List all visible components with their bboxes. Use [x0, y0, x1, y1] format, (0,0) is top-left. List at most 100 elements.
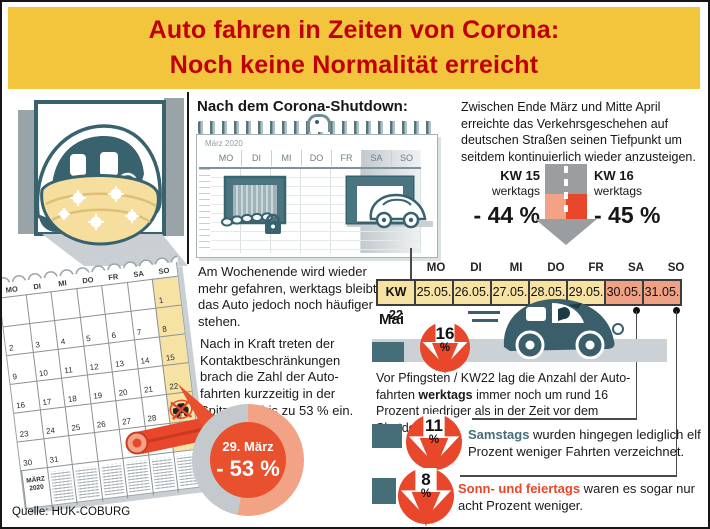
header-title-line1: Auto fahren in Zeiten von Corona:	[148, 15, 560, 44]
calendar-date-cell: 8	[155, 304, 185, 337]
stat8-lead: Sonn- und feiertags	[458, 481, 581, 496]
connector-planner-table	[410, 248, 412, 281]
stat-badge-11-percent: 11%	[406, 414, 462, 473]
planner-day-label: SA	[361, 150, 391, 166]
stat11-text: Samstags wurden hingegen lediglich elf P…	[468, 426, 706, 460]
donut-date-label: 29. März	[222, 438, 274, 454]
calendar-date-cell: 19	[86, 371, 116, 404]
stat16-bold: werktags	[418, 387, 473, 402]
calendar-date-number: 16	[15, 400, 26, 411]
calendar-date-number: 7	[136, 327, 142, 338]
calendar-date-cell: 3	[28, 320, 58, 353]
connector-dot-sunday	[673, 307, 680, 314]
planner-day-header: MO DI MI DO FR SA SO	[211, 150, 421, 166]
calendar-date-cell	[101, 281, 131, 314]
donut-value-label: - 53 %	[216, 455, 280, 481]
table-day-header: FR	[588, 262, 604, 274]
paragraph-weekend: Am Wochenende wird wieder mehr gefahren,…	[198, 264, 377, 329]
week-planner-illustration: März 2020 MO DI MI DO FR SA SO	[196, 114, 438, 258]
table-day-header: SA	[628, 262, 644, 274]
stat8-post: waren es sogar nur acht Prozent weniger.	[458, 481, 695, 514]
calendar-date-cell: 10	[32, 348, 62, 381]
connector-line-sunday-v	[675, 311, 677, 476]
planner-header-rule	[199, 167, 421, 169]
badge11-unit: %	[428, 433, 440, 446]
calendar-date-cell	[68, 432, 98, 465]
teal-bar-16	[372, 342, 404, 362]
calendar-date-number: 10	[38, 368, 49, 379]
open-garage-car-icon	[345, 175, 433, 229]
calendar-date-number: 5	[85, 333, 92, 344]
table-day-header: MI	[509, 262, 523, 274]
stat16-text: Vor Pfingsten / KW22 lag die Anzahl der …	[376, 370, 646, 436]
planner-month-label: März 2020	[205, 139, 243, 148]
calendar-date-number: 24	[45, 425, 56, 436]
calendar-date-number: 26	[96, 419, 107, 430]
calendar-date-number: 23	[19, 429, 30, 440]
table-date-cell: 26.05.	[452, 279, 492, 306]
calendar-date-number: 17	[41, 397, 52, 408]
stat8-text: Sonn- und feiertags waren es sogar nur a…	[458, 480, 698, 514]
table-week-cell: KW 22	[376, 279, 416, 322]
vertical-divider	[187, 92, 189, 264]
calendar-date-number: 3	[34, 340, 41, 350]
kw22-date-row: KW 22 25.05. 26.05. 27.05. 28.05. 29.05. 30.05…	[376, 279, 682, 322]
calendar-date-number: 14	[139, 355, 150, 366]
kw15-stat-block: KW 15 werktags - 44 %	[440, 168, 540, 229]
calendar-date-cell: 31	[42, 435, 72, 468]
kw16-sub: werktags	[594, 184, 643, 199]
donut-center: 29. März - 53 %	[210, 422, 286, 498]
kw16-label: KW 16	[594, 168, 634, 183]
calendar-date-number: 20	[118, 387, 129, 398]
planner-day-label: DO	[301, 150, 331, 166]
calendar-date-cell: 14	[133, 336, 163, 369]
calendar-date-cell: 9	[6, 352, 36, 384]
connector-dot-saturday	[633, 307, 640, 314]
table-date-cell: 31.05.	[642, 279, 682, 306]
closed-garage-icon	[221, 175, 287, 234]
table-date-cell: 25.05.	[414, 279, 454, 306]
calendar-date-cell: 13	[108, 339, 138, 372]
badge8-unit: %	[420, 487, 432, 500]
calendar-date-number: 15	[165, 352, 176, 363]
calendar-date-number: 8	[161, 324, 168, 334]
connector-line-saturday-v	[635, 311, 637, 419]
kw16-value: - 45 %	[594, 202, 661, 229]
calendar-date-cell: 21	[137, 365, 167, 398]
calendar-date-cell: 24	[39, 406, 69, 439]
calendar-date-cell: 20	[111, 368, 141, 401]
table-day-header: DI	[470, 262, 482, 274]
stat-badge-8-percent: 8%	[398, 468, 454, 527]
table-day-header: SO	[667, 262, 685, 274]
header-title-line2: Noch keine Normalität erreicht	[169, 51, 539, 79]
planner-time-gutter	[199, 169, 210, 253]
calendar-date-number: 9	[12, 372, 18, 382]
planner-day-label: MI	[271, 150, 301, 166]
calendar-date-cell: 11	[57, 345, 87, 378]
calendar-date-cell: 4	[54, 317, 84, 349]
planner-day-label: DI	[241, 150, 271, 166]
calendar-date-number: 18	[67, 393, 78, 404]
calendar-date-number: 13	[114, 358, 125, 369]
calendar-date-number: 19	[92, 390, 103, 401]
kw22-day-header-row: MO DI MI DO FR SA SO	[416, 262, 696, 274]
calendar-date-number: 6	[111, 330, 117, 341]
calendar-date-cell: 7	[130, 307, 160, 340]
teal-bar-8	[372, 478, 396, 504]
calendar-date-number: 30	[22, 457, 33, 468]
calendar-date-cell: 26	[90, 400, 120, 433]
calendar-date-cell: 17	[35, 377, 65, 410]
planner-hanger	[307, 114, 331, 132]
calendar-date-cell	[75, 285, 105, 318]
calendar-date-number: 31	[49, 454, 59, 465]
calendar-date-number: 21	[143, 384, 154, 395]
calendar-date-cell: 12	[83, 342, 112, 375]
calendar-date-cell: 5	[79, 313, 109, 346]
calendar-date-cell: 6	[104, 310, 134, 343]
planner-sheet: März 2020 MO DI MI DO FR SA SO	[196, 134, 438, 258]
calendar-date-number: 2	[8, 343, 15, 353]
connector-line-saturday-h	[472, 418, 637, 420]
header-banner: Auto fahren in Zeiten von Corona: Noch k…	[8, 7, 700, 89]
calendar-date-cell	[25, 291, 55, 324]
road-arrow-head	[535, 219, 597, 245]
